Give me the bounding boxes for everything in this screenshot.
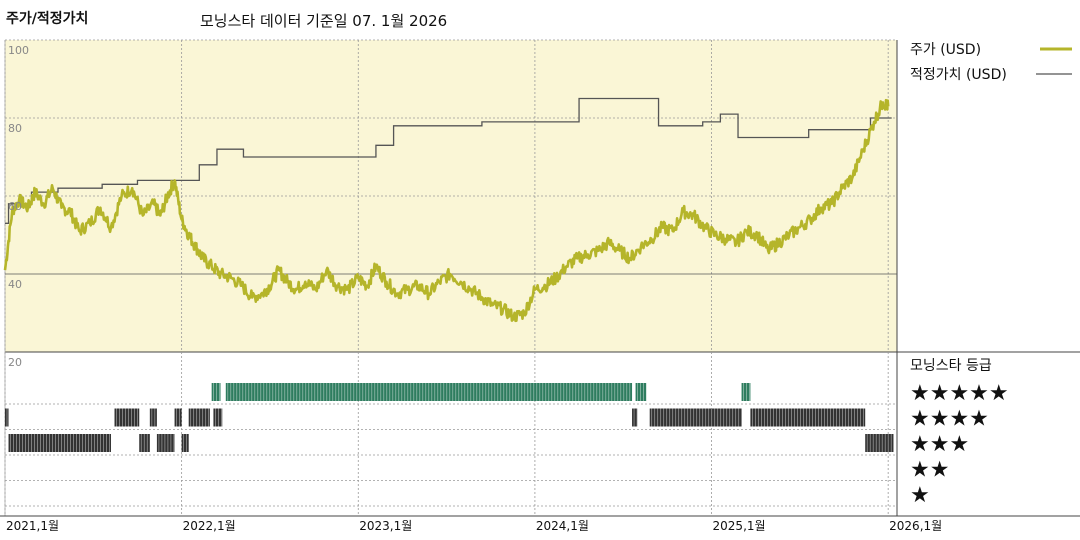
rating-plot-area [5,352,897,516]
rating-bar [632,408,638,427]
x-tick-label: 2024,1월 [536,519,589,533]
chart-title: 주가/적정가치 [6,11,89,27]
legend-price-label: 주가 (USD) [910,42,981,58]
rating-bar [188,408,210,427]
x-tick-label: 2022,1월 [183,519,236,533]
rating-bar [8,434,111,452]
fair-value-line [5,97,892,224]
legend-fair-label: 적정가치 (USD) [910,67,1007,83]
rating-bar [156,434,175,452]
rating-legend-title: 모닝스타 등급 [910,358,992,374]
rating-bar [174,408,182,427]
rating-stars-5: ★★★★★ [910,381,1009,406]
rating-bar [741,383,751,401]
rating-stars-2: ★★ [910,458,949,483]
rating-bar [181,434,189,452]
y-tick-label: 80 [8,122,22,135]
rating-bar [149,408,157,427]
rating-bar [114,408,140,427]
rating-bar [211,383,221,401]
x-tick-label: 2025,1월 [713,519,766,533]
rating-stars-4: ★★★★ [910,407,989,432]
y-tick-label: 40 [8,278,22,291]
rating-stars-1: ★ [910,483,930,508]
x-tick-label: 2023,1월 [359,519,412,533]
rating-bar [213,408,223,427]
x-tick-label: 2021,1월 [6,519,59,533]
y-tick-label: 100 [8,44,29,57]
x-tick-label: 2026,1월 [889,519,942,533]
rating-stars-3: ★★★ [910,432,969,457]
rating-scale-label: 20 [8,356,22,369]
chart-subtitle: 모닝스타 데이터 기준일 07. 1월 2026 [200,12,448,30]
y-tick-label: 60 [8,200,22,213]
price-line [3,98,890,323]
